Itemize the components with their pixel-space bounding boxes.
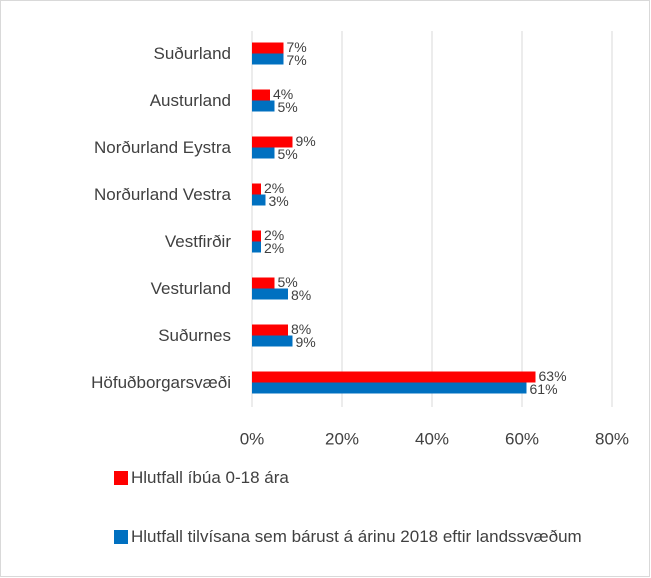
data-label: 5% — [278, 146, 298, 162]
y-tick-label: Suðurnes — [158, 326, 231, 345]
x-tick-label: 0% — [240, 429, 265, 448]
data-label: 7% — [287, 39, 307, 55]
data-label: 3% — [269, 193, 289, 209]
bar — [252, 89, 270, 101]
bar — [252, 42, 284, 54]
bar — [252, 288, 288, 300]
x-tick-label: 20% — [325, 429, 359, 448]
data-label: 9% — [296, 133, 316, 149]
data-label: 4% — [273, 86, 293, 102]
data-label: 2% — [264, 180, 284, 196]
y-tick-label: Norðurland Eystra — [94, 138, 232, 157]
y-tick-label: Suðurland — [153, 44, 231, 63]
bar — [252, 183, 261, 195]
y-tick-label: Vesturland — [151, 279, 231, 298]
data-label: 7% — [287, 52, 307, 68]
bar — [252, 136, 293, 148]
data-label: 5% — [278, 99, 298, 115]
bar — [252, 277, 275, 289]
data-label: 8% — [291, 321, 311, 337]
bar — [252, 324, 288, 336]
legend-label: Hlutfall íbúa 0-18 ára — [131, 468, 289, 487]
y-tick-label: Austurland — [150, 91, 231, 110]
bar — [252, 147, 275, 159]
legend-swatch — [114, 471, 128, 485]
legend-item: Hlutfall íbúa 0-18 ára — [114, 463, 594, 493]
bar — [252, 100, 275, 112]
x-tick-label: 80% — [595, 429, 629, 448]
bar — [252, 371, 536, 383]
x-tick-label: 40% — [415, 429, 449, 448]
bar — [252, 382, 527, 394]
data-label: 61% — [530, 381, 558, 397]
y-tick-label: Vestfirðir — [165, 232, 231, 251]
data-label: 9% — [296, 334, 316, 350]
bar — [252, 53, 284, 65]
data-label: 2% — [264, 227, 284, 243]
data-label: 8% — [291, 287, 311, 303]
y-tick-label: Höfuðborgarsvæði — [91, 373, 231, 392]
legend-item: Hlutfall tilvísana sem bárust á árinu 20… — [114, 522, 594, 552]
bar — [252, 230, 261, 242]
legend-label: Hlutfall tilvísana sem bárust á árinu 20… — [131, 527, 582, 546]
x-tick-label: 60% — [505, 429, 539, 448]
bar — [252, 241, 261, 253]
data-label: 2% — [264, 240, 284, 256]
data-label: 5% — [278, 274, 298, 290]
legend-swatch — [114, 530, 128, 544]
data-label: 63% — [539, 368, 567, 384]
y-tick-label: Norðurland Vestra — [94, 185, 232, 204]
bar — [252, 335, 293, 347]
bar — [252, 194, 266, 206]
